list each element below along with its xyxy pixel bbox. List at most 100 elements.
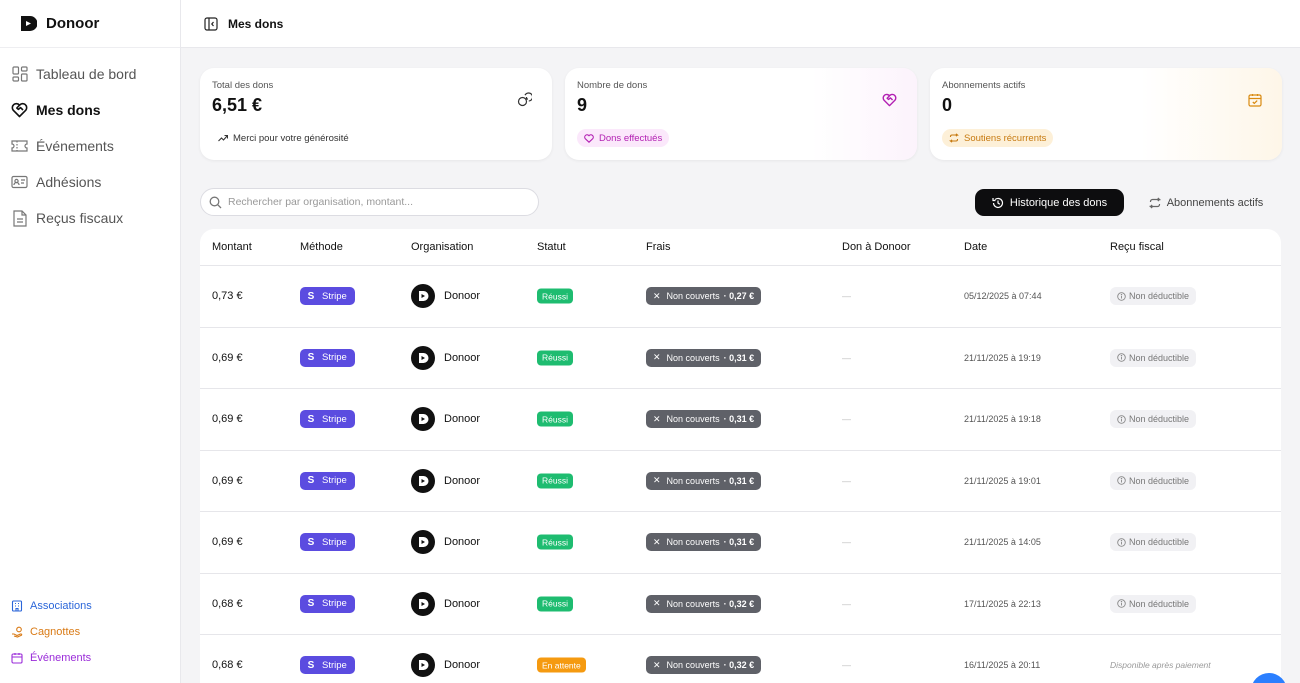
- method-cell: S Stripe: [300, 594, 355, 613]
- receipt-badge[interactable]: Non déductible: [1110, 594, 1197, 613]
- coins-icon: [517, 92, 532, 107]
- search-box: [200, 188, 539, 216]
- donoor-logo-icon: [411, 591, 435, 616]
- organisation-cell[interactable]: Donoor: [411, 407, 480, 432]
- method-cell: S Stripe: [300, 471, 355, 490]
- receipt-badge[interactable]: Non déductible: [1110, 348, 1197, 367]
- receipt-badge[interactable]: Non déductible: [1110, 287, 1197, 306]
- info-icon: [1116, 537, 1126, 547]
- sidebar-item-evenements[interactable]: Événements: [0, 128, 180, 164]
- organisation-cell[interactable]: Donoor: [411, 468, 480, 493]
- receipt-badge[interactable]: Non déductible: [1110, 471, 1197, 490]
- x-icon: ✕: [653, 352, 661, 363]
- stat-card-subscriptions: Abonnements actifs 0 Soutiens récurrents: [930, 68, 1282, 160]
- table-row[interactable]: 0,69 € S Stripe Donoor Réussi ✕ Non cou: [200, 451, 1281, 512]
- organisation-cell[interactable]: Donoor: [411, 591, 481, 616]
- table-row[interactable]: 0,69 € S Stripe Donoor Réussi ✕ Non cou: [200, 512, 1281, 574]
- col-header-method[interactable]: Méthode: [300, 241, 343, 253]
- fees-amount: · 0,32 €: [723, 598, 755, 609]
- col-header-receipt[interactable]: Reçu fiscal: [1110, 241, 1164, 253]
- stat-label: Abonnements actifs: [942, 80, 1026, 91]
- donoor-logo-icon: [411, 345, 435, 370]
- sidebar-item-mes-dons[interactable]: Mes dons: [0, 92, 180, 128]
- id-card-icon: [11, 174, 28, 191]
- x-icon: ✕: [653, 659, 661, 670]
- panel-left-icon[interactable]: [204, 16, 218, 31]
- sidebar-item-label: Événements: [36, 138, 114, 154]
- amount-cell: 0,69 €: [212, 413, 243, 426]
- sidebar-item-adhesions[interactable]: Adhésions: [0, 164, 180, 200]
- fees-badge: ✕ Non couverts · 0,31 €: [646, 471, 762, 490]
- organisation-cell[interactable]: Donoor: [411, 345, 480, 370]
- status-badge: En attente: [537, 657, 586, 673]
- col-header-status[interactable]: Statut: [537, 241, 566, 253]
- receipt-text: Non déductible: [1129, 352, 1190, 363]
- link-cagnottes[interactable]: Cagnottes: [0, 619, 180, 645]
- stat-card-count: Nombre de dons 9 Dons effectués: [565, 68, 917, 160]
- link-associations[interactable]: Associations: [0, 593, 180, 619]
- fees-badge: ✕ Non couverts · 0,31 €: [646, 348, 762, 367]
- receipt-badge[interactable]: Non déductible: [1110, 533, 1197, 552]
- table-row[interactable]: 0,69 € S Stripe Donoor Réussi ✕ Non cou: [200, 389, 1281, 451]
- method-cell: S Stripe: [300, 348, 355, 367]
- fees-label: Non couverts: [666, 291, 720, 302]
- date-cell: 21/11/2025 à 14:05: [964, 537, 1041, 548]
- donoor-logo-icon: [411, 530, 435, 555]
- fees-cell: ✕ Non couverts · 0,32 €: [646, 656, 762, 675]
- stripe-badge: S Stripe: [300, 410, 355, 429]
- col-header-organisation[interactable]: Organisation: [411, 241, 474, 253]
- receipt-cell: Non déductible: [1110, 410, 1197, 429]
- organisation-name: Donoor: [444, 536, 481, 549]
- organisation-cell[interactable]: Donoor: [411, 530, 481, 555]
- stripe-icon: S: [307, 598, 315, 610]
- receipt-badge[interactable]: Non déductible: [1110, 410, 1197, 429]
- organisation-name: Donoor: [444, 597, 481, 610]
- date-cell: 16/11/2025 à 20:11: [964, 660, 1041, 671]
- donoor-logo-icon: [20, 15, 37, 32]
- receipt-text: Non déductible: [1129, 598, 1190, 609]
- organisation-cell[interactable]: Donoor: [411, 653, 480, 678]
- col-header-amount[interactable]: Montant: [212, 241, 252, 253]
- table-row[interactable]: 0,68 € S Stripe Donoor En attente ✕ Non: [200, 635, 1281, 683]
- table-row[interactable]: 0,69 € S Stripe Donoor Réussi ✕ Non cou: [200, 328, 1281, 389]
- x-icon: ✕: [653, 290, 661, 301]
- date-cell: 21/11/2025 à 19:19: [964, 352, 1041, 363]
- stripe-icon: S: [307, 413, 315, 425]
- organisation-cell[interactable]: Donoor: [411, 284, 480, 309]
- x-icon: ✕: [653, 598, 661, 609]
- table-row[interactable]: 0,73 € S Stripe Donoor Réussi ✕ Non cou: [200, 266, 1281, 328]
- help-fab-button[interactable]: [1251, 673, 1287, 683]
- status-cell: Réussi: [537, 596, 573, 612]
- stripe-icon: S: [307, 536, 315, 548]
- method-label: Stripe: [322, 290, 347, 302]
- table-row[interactable]: 0,68 € S Stripe Donoor Réussi ✕ Non cou: [200, 574, 1281, 635]
- sidebar-item-recus-fiscaux[interactable]: Reçus fiscaux: [0, 200, 180, 236]
- calendar-icon: [11, 652, 23, 664]
- donoor-cell: —: [842, 660, 851, 671]
- tab-history[interactable]: Historique des dons: [975, 189, 1124, 216]
- calendar-check-icon: [1247, 92, 1262, 107]
- fees-label: Non couverts: [666, 660, 720, 671]
- donations-table: Montant Méthode Organisation Statut Frai…: [200, 229, 1281, 683]
- receipt-cell: Non déductible: [1110, 471, 1197, 490]
- sidebar: Donoor Tableau de bord Mes dons Événemen…: [0, 0, 181, 683]
- donoor-logo-icon: [411, 468, 435, 493]
- fees-cell: ✕ Non couverts · 0,32 €: [646, 594, 762, 613]
- col-header-donoor[interactable]: Don à Donoor: [842, 241, 911, 253]
- amount-cell: 0,73 €: [212, 290, 243, 303]
- col-header-date[interactable]: Date: [964, 241, 988, 253]
- search-input[interactable]: [228, 196, 518, 208]
- building-icon: [11, 600, 23, 612]
- stripe-badge: S Stripe: [300, 656, 355, 675]
- stripe-icon: S: [307, 290, 315, 302]
- fees-amount: · 0,31 €: [723, 414, 755, 425]
- brand[interactable]: Donoor: [0, 0, 180, 48]
- link-evenements[interactable]: Événements: [0, 645, 180, 671]
- col-header-fees[interactable]: Frais: [646, 241, 671, 253]
- sidebar-item-dashboard[interactable]: Tableau de bord: [0, 56, 180, 92]
- ticket-icon: [11, 138, 28, 155]
- amount-cell: 0,68 €: [212, 597, 243, 610]
- receipt-cell: Non déductible: [1110, 533, 1197, 552]
- tab-subscriptions[interactable]: Abonnements actifs: [1131, 189, 1281, 216]
- stat-pill: Soutiens récurrents: [942, 129, 1054, 147]
